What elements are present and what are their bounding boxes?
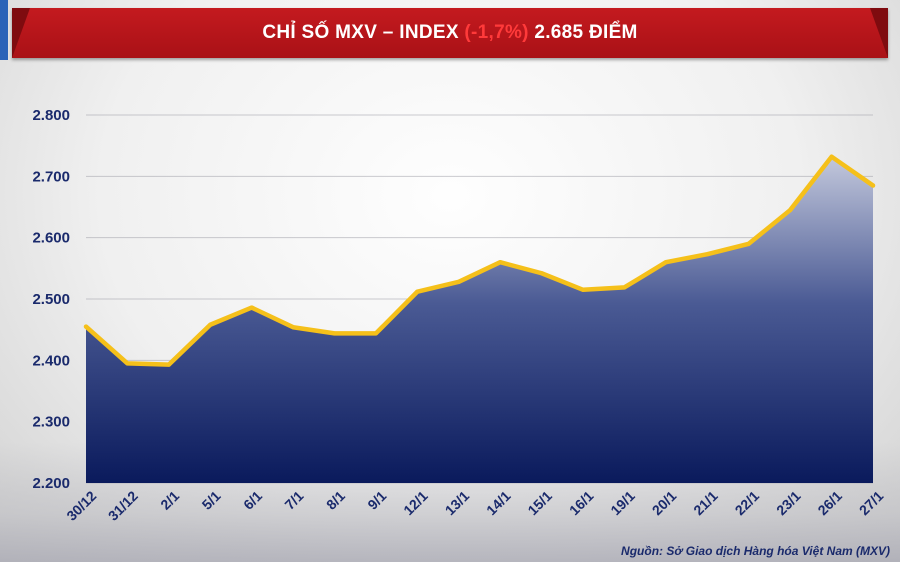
data-point [332,331,337,336]
y-tick-label: 2.600 [32,230,70,247]
x-tick-label: 15/1 [524,487,555,518]
y-tick-label: 2.700 [32,168,70,185]
banner-corner-left [12,8,30,58]
data-point [663,260,668,265]
x-tick-label: 9/1 [364,487,389,512]
banner-corner-right [870,8,888,58]
x-tick-label: 19/1 [607,487,638,518]
data-point [125,361,130,366]
data-point [291,325,296,330]
x-tick-label: 16/1 [566,487,597,518]
y-tick-label: 2.200 [32,475,70,492]
title-banner: CHỈ SỐ MXV – INDEX (-1,7%) 2.685 ĐIỂM [12,8,888,58]
data-point [746,241,751,246]
x-tick-label: 22/1 [732,487,763,518]
data-point [84,324,88,329]
data-point [373,331,378,336]
accent-strip [0,0,8,60]
data-point [166,362,171,367]
data-point [829,154,834,159]
area-fill [86,156,873,483]
data-point [788,208,793,213]
x-tick-label: 14/1 [483,487,514,518]
chart-title: CHỈ SỐ MXV – INDEX (-1,7%) 2.685 ĐIỂM [12,8,888,58]
data-point [581,287,586,292]
x-tick-label: 20/1 [649,487,680,518]
x-tick-label: 23/1 [773,487,804,518]
x-tick-label: 30/12 [63,487,99,523]
x-tick-label: 5/1 [199,487,224,512]
x-tick-label: 13/1 [442,487,473,518]
data-point [208,322,213,327]
y-tick-label: 2.300 [32,414,70,431]
data-point [415,289,420,294]
x-tick-label: 6/1 [240,487,265,512]
x-tick-label: 27/1 [856,487,887,518]
y-tick-label: 2.800 [32,107,70,124]
data-point [871,183,875,188]
data-point [705,252,710,257]
y-tick-label: 2.500 [32,291,70,308]
x-tick-label: 2/1 [157,487,182,512]
index-series-line [83,154,876,367]
data-point [249,305,254,310]
source-note: Nguồn: Sở Giao dịch Hàng hóa Việt Nam (M… [621,544,890,558]
x-tick-label: 21/1 [690,487,721,518]
data-point [456,279,461,284]
data-point [498,260,503,265]
y-tick-label: 2.400 [32,352,70,369]
title-change: (-1,7%) [464,22,529,43]
title-main: CHỈ SỐ MXV – INDEX [262,22,465,43]
data-point [622,285,627,290]
x-tick-label: 26/1 [814,487,845,518]
x-tick-label: 31/12 [105,487,141,523]
x-tick-label: 7/1 [281,487,306,512]
data-point [539,271,544,276]
x-tick-label: 12/1 [400,487,431,518]
x-tick-label: 8/1 [323,487,348,512]
title-value: 2.685 ĐIỂM [528,22,638,43]
